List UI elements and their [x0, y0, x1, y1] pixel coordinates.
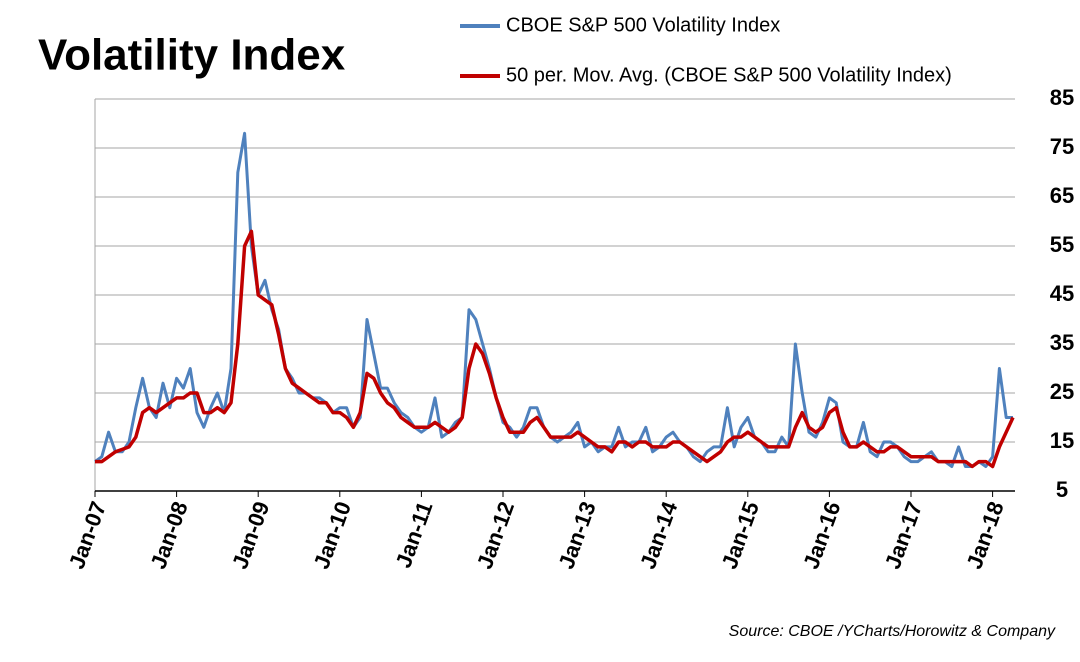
- source-note: Source: CBOE /YCharts/Horowitz & Company: [729, 623, 1056, 640]
- x-tick-label: Jan-12: [472, 498, 519, 572]
- y-tick-label: 5: [1056, 477, 1068, 502]
- chart-title: Volatility Index: [38, 31, 346, 80]
- y-tick-label: 75: [1050, 134, 1074, 159]
- x-tick-label: Jan-16: [798, 498, 845, 572]
- legend-label: 50 per. Mov. Avg. (CBOE S&P 500 Volatili…: [506, 64, 952, 86]
- legend-label: CBOE S&P 500 Volatility Index: [506, 14, 780, 36]
- x-tick-label: Jan-15: [717, 498, 764, 572]
- x-tick-label: Jan-14: [635, 497, 683, 572]
- y-tick-label: 85: [1050, 85, 1074, 110]
- x-tick-label: Jan-17: [880, 498, 927, 572]
- y-tick-label: 65: [1050, 183, 1074, 208]
- series-line: [95, 229, 1015, 469]
- x-tick-label: Jan-09: [227, 498, 274, 572]
- y-tick-label: 15: [1050, 428, 1074, 453]
- x-tick-label: Jan-10: [309, 498, 356, 572]
- y-tick-label: 35: [1050, 330, 1074, 355]
- x-tick-label: Jan-13: [553, 498, 600, 572]
- x-tick-label: Jan-08: [145, 498, 192, 572]
- y-tick-label: 45: [1050, 281, 1074, 306]
- series-line: [94, 131, 1013, 468]
- y-tick-label: 25: [1050, 379, 1074, 404]
- x-tick-label: Jan-11: [391, 498, 438, 571]
- x-tick-label: Jan-18: [961, 498, 1008, 572]
- x-tick-label: Jan-07: [64, 498, 111, 572]
- y-tick-label: 55: [1050, 232, 1074, 257]
